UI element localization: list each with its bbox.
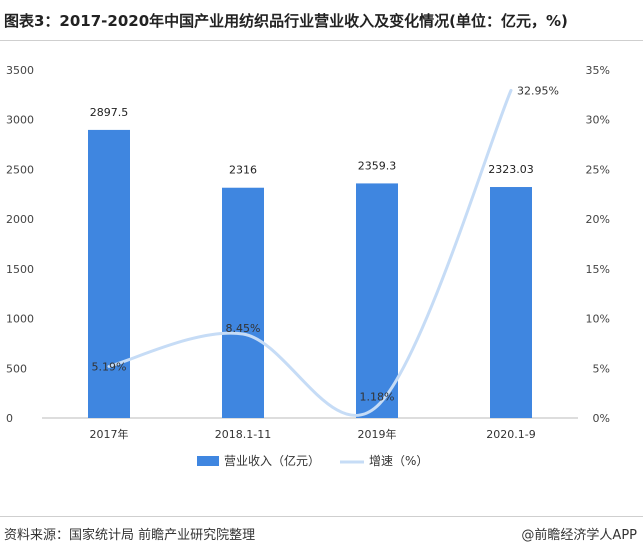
bar (222, 187, 264, 418)
y-right-tick-label: 15% (586, 263, 610, 276)
source-note: 资料来源：国家统计局 前瞻产业研究院整理 (4, 528, 256, 543)
line-value-label: 1.18% (360, 390, 395, 403)
y-right-tick-label: 35% (586, 64, 610, 77)
bar-value-label: 2323.03 (488, 163, 534, 176)
data-labels: 2897.5 2316 2359.3 2323.03 5.19% 8.45% 1.18% 32… (90, 84, 559, 403)
y-left-tick-label: 500 (6, 362, 27, 375)
bar-value-label: 2316 (229, 164, 257, 177)
y-left-tick-label: 3500 (6, 64, 34, 77)
y-left-tick-label: 2000 (6, 213, 34, 226)
bar (88, 129, 130, 419)
bar (356, 183, 398, 418)
line-value-label: 32.95% (517, 84, 559, 97)
x-tick-label: 2019年 (358, 427, 397, 441)
footer-divider (0, 516, 643, 517)
y-right-tick-label: 20% (586, 213, 610, 226)
legend-line-label: 增速（%） (369, 454, 428, 468)
line-value-label: 5.19% (92, 360, 127, 373)
x-tick-label: 2018.1-11 (215, 428, 271, 441)
line-series (107, 88, 513, 417)
y-left-tick-label: 2500 (6, 163, 34, 176)
bar-value-label: 2359.3 (358, 159, 397, 172)
y-left-tick-label: 0 (6, 412, 13, 425)
bar (490, 187, 532, 418)
brand-label: @前瞻经济学人APP (521, 528, 637, 543)
bar-series (88, 129, 532, 419)
axes: 0 500 1000 1500 2000 2500 3000 3500 0% 5% 10% 15% 20… (6, 64, 610, 441)
bar-value-label: 2897.5 (90, 106, 129, 119)
x-tick-label: 2017年 (90, 427, 129, 441)
title-divider (0, 40, 643, 41)
legend: 营业收入（亿元） 增速（%） (197, 453, 428, 468)
y-right-tick-label: 10% (586, 313, 610, 326)
chart-title: 图表3：2017-2020年中国产业用纺织品行业营业收入及变化情况(单位：亿元，… (4, 12, 568, 30)
y-right-tick-label: 25% (586, 163, 610, 176)
y-right-tick-label: 0% (593, 412, 610, 425)
y-left-tick-label: 3000 (6, 114, 34, 127)
legend-bar-label: 营业收入（亿元） (224, 453, 320, 468)
y-right-tick-label: 30% (586, 114, 610, 127)
y-left-tick-label: 1000 (6, 313, 34, 326)
x-tick-label: 2020.1-9 (486, 428, 535, 441)
growth-line (107, 88, 513, 417)
y-right-tick-label: 5% (593, 362, 610, 375)
line-value-label: 8.45% (226, 322, 261, 335)
legend-bar-swatch (197, 456, 219, 466)
y-left-tick-label: 1500 (6, 263, 34, 276)
